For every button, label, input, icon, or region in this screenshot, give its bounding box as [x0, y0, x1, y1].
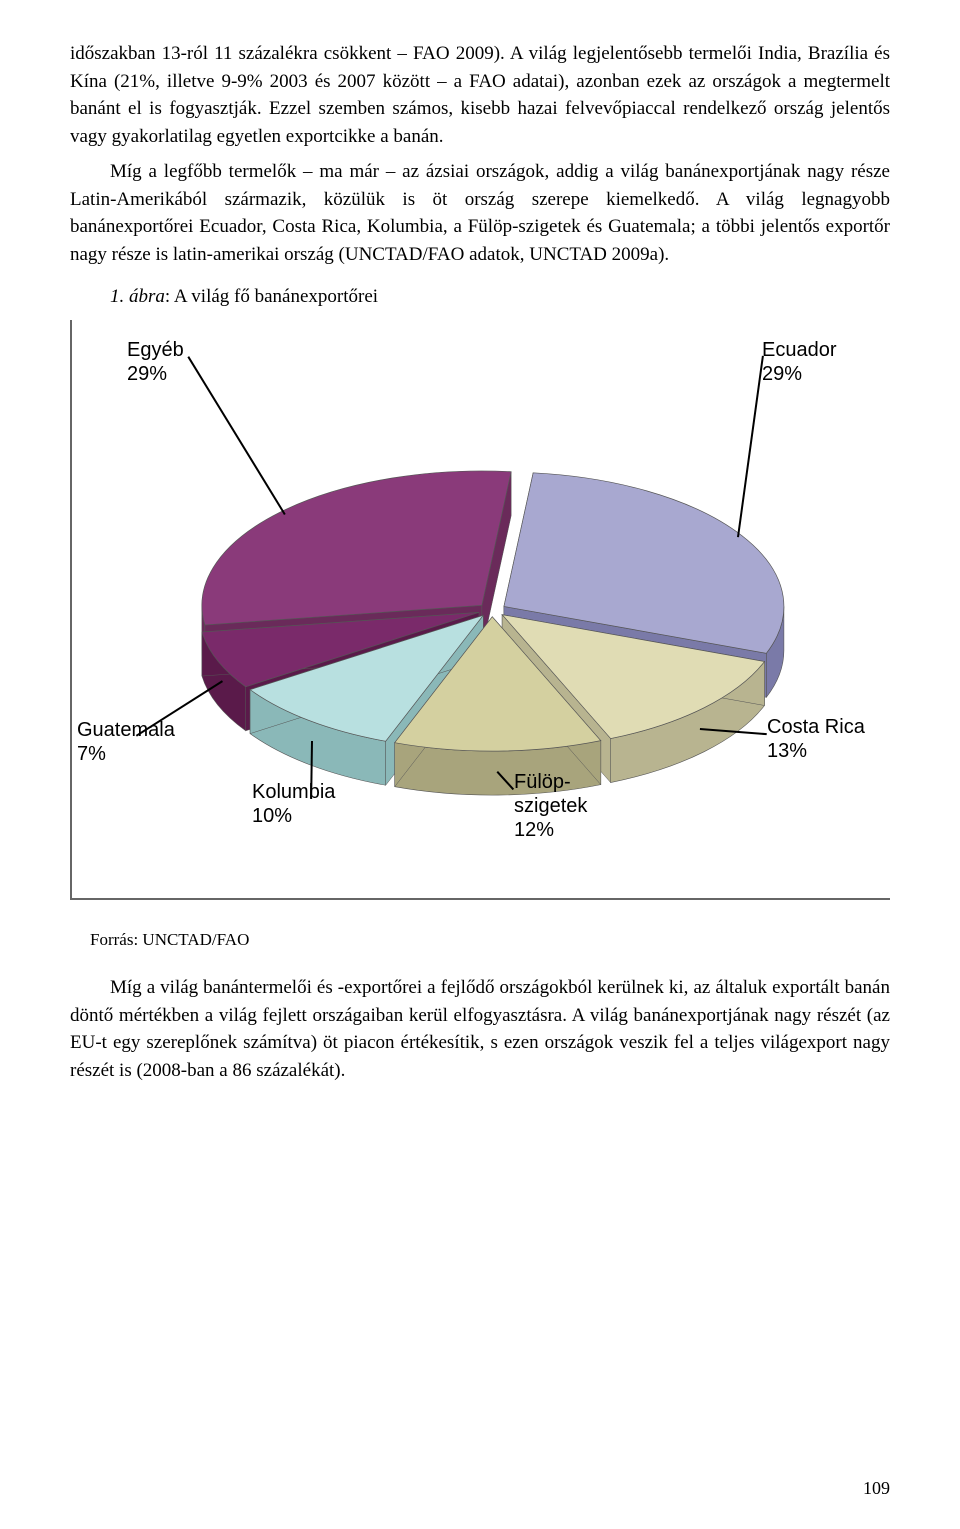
- pie-label-Costa Rica: Costa Rica 13%: [767, 715, 865, 763]
- paragraph-2: Míg a legfőbb termelők – ma már – az ázs…: [70, 158, 890, 268]
- figure-title-rest: : A világ fő banánexportőrei: [165, 286, 378, 307]
- figure-title: 1. ábra: A világ fő banánexportőrei: [70, 286, 890, 308]
- paragraph-1: időszakban 13-ról 11 százalékra csökkent…: [70, 40, 890, 150]
- paragraph-3: Míg a világ banántermelői és -exportőrei…: [70, 974, 890, 1084]
- pie-label-Fülöp-szigetek: Fülöp- szigetek 12%: [514, 770, 587, 842]
- pie-label-Kolumbia: Kolumbia 10%: [252, 780, 335, 828]
- pie-chart-container: Ecuador 29% Costa Rica 13% Fülöp- szigetek…: [70, 320, 890, 900]
- pie-label-Egyéb: Egyéb 29%: [127, 338, 184, 386]
- figure-source: Forrás: UNCTAD/FAO: [90, 930, 890, 950]
- pie-label-Ecuador: Ecuador 29%: [762, 338, 837, 386]
- pie-label-Guatemala: Guatemala 7%: [77, 718, 175, 766]
- figure-title-prefix: 1. ábra: [110, 286, 165, 307]
- pie-top-Egyéb: [202, 471, 511, 625]
- page-number: 109: [863, 1478, 890, 1499]
